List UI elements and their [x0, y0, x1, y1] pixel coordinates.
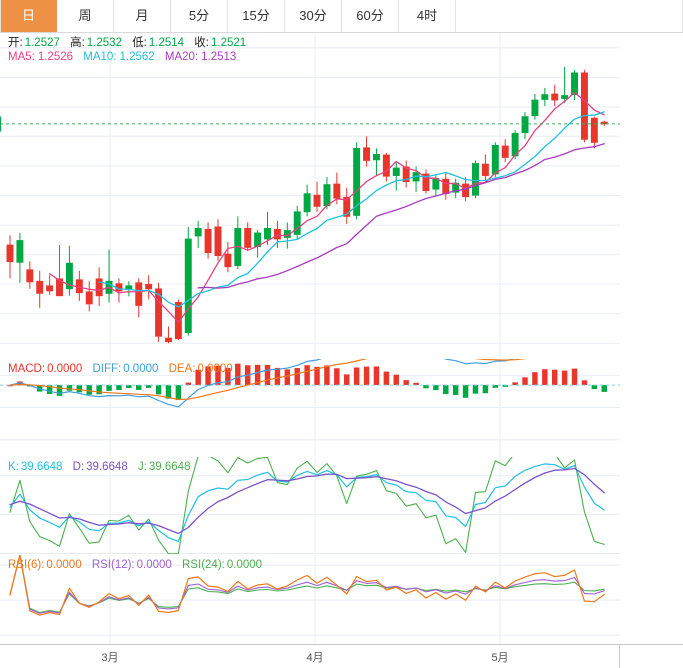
macd-plot-area[interactable] [0, 359, 620, 456]
time-axis-label-2: 5月 [491, 652, 509, 664]
timeframe-tab-4[interactable]: 15分 [228, 0, 285, 32]
timeframe-toolbar: 日周月 5分 15分 30分 60分 4时 [0, 0, 683, 33]
price-plot-area[interactable] [0, 33, 620, 358]
time-axis-label-0: 3月 [101, 652, 119, 664]
rsi-plot-area[interactable] [0, 555, 620, 644]
time-axis: 3月 4月 5月 [0, 644, 683, 668]
timeframe-tab-3[interactable]: 5分 [171, 0, 228, 32]
timeframe-tab-6[interactable]: 60分 [342, 0, 399, 32]
toolbar-empty-space [456, 0, 683, 32]
timeframe-tab-2[interactable]: 月 [114, 0, 171, 32]
timeframe-tab-7[interactable]: 4时 [399, 0, 456, 32]
kdj-plot-area[interactable] [0, 457, 620, 554]
current-price-badge: 1.2521 [0, 116, 1, 132]
time-axis-label-1: 4月 [306, 652, 324, 664]
timeframe-tab-1[interactable]: 周 [57, 0, 114, 32]
timeframe-tab-5[interactable]: 30分 [285, 0, 342, 32]
time-axis-separator [619, 645, 620, 668]
timeframe-tab-0[interactable]: 日 [0, 0, 57, 32]
